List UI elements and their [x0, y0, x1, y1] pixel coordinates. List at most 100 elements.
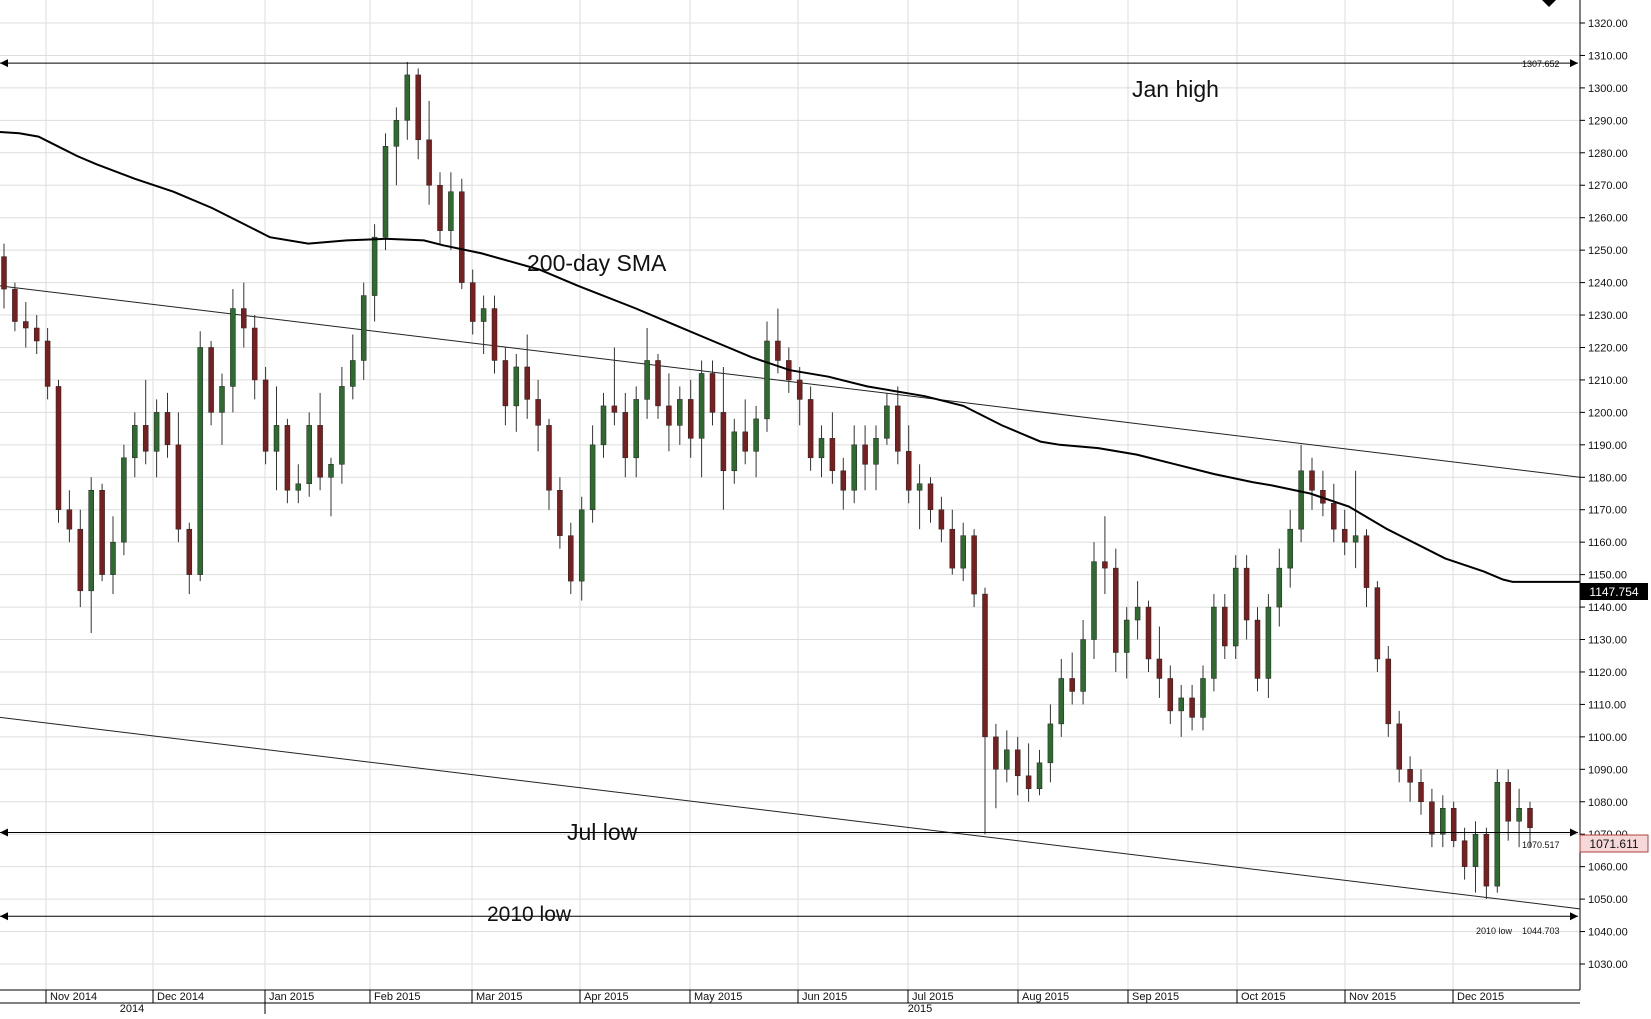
- lower-trendline: [0, 716, 1581, 910]
- candle-body: [764, 340, 770, 420]
- plot-background: [0, 0, 1580, 990]
- candle-body: [731, 431, 738, 472]
- candle-body: [807, 399, 814, 459]
- candle-body: [1418, 782, 1424, 803]
- candle-body: [1004, 749, 1010, 770]
- jan-high-label: Jan high: [1132, 76, 1219, 102]
- 2010-low-price-tag: 1044.703: [1522, 926, 1560, 936]
- candle-body: [513, 366, 520, 407]
- y-tick-label: 1250.00: [1588, 245, 1628, 257]
- candle-body: [818, 438, 825, 459]
- candle-body: [66, 509, 73, 530]
- candle-body: [873, 438, 879, 465]
- y-tick-label: 1190.00: [1588, 440, 1627, 452]
- candle-body: [775, 340, 781, 361]
- candle-body: [1222, 606, 1228, 647]
- y-tick-label: 1270.00: [1588, 180, 1628, 192]
- y-tick-label: 1060.00: [1588, 862, 1628, 874]
- candle-body: [611, 405, 618, 413]
- candle-body: [971, 535, 977, 595]
- y-tick-label: 1090.00: [1588, 764, 1628, 776]
- candle-body: [1178, 697, 1184, 712]
- candle-body: [251, 327, 258, 381]
- x-tick-label: Sep 2015: [1132, 991, 1179, 1003]
- y-axis: 1320.00 1310.00 1300.00 1290.00 1280.00 1270.…: [1579, 0, 1628, 990]
- jul-low-price-tag: 1070.517: [1522, 840, 1560, 850]
- candle-body: [578, 509, 585, 582]
- candle-body: [1287, 528, 1293, 569]
- candle-body: [1385, 658, 1392, 725]
- candle-body: [382, 146, 389, 238]
- candle-body: [1167, 678, 1174, 712]
- candle-body: [459, 191, 465, 283]
- candle-body: [938, 509, 945, 530]
- candle-body: [241, 308, 247, 329]
- candle-body: [720, 412, 727, 472]
- candle-body: [1363, 535, 1370, 588]
- candle-body: [1331, 502, 1337, 530]
- y-tick-label: 1260.00: [1588, 213, 1628, 225]
- x-tick-label: Jul 2015: [912, 991, 954, 1003]
- candle-body: [339, 386, 345, 465]
- candle-body: [851, 444, 857, 491]
- candle-body: [1189, 697, 1195, 718]
- y-tick-label: 1080.00: [1588, 797, 1628, 809]
- candle-body: [1091, 561, 1097, 640]
- candle-body: [1254, 619, 1261, 679]
- y-tick-label: 1280.00: [1588, 148, 1628, 160]
- candle-body: [1156, 658, 1163, 679]
- scroll-marker-icon[interactable]: [1542, 0, 1556, 7]
- x-tick-label: Mar 2015: [476, 991, 522, 1003]
- candle-body: [622, 412, 629, 459]
- y-tick-label: 1050.00: [1588, 894, 1628, 906]
- y-tick-label: 1210.00: [1588, 375, 1628, 387]
- candle-body: [840, 470, 847, 491]
- candle-body: [949, 528, 956, 569]
- candle-body: [426, 139, 432, 186]
- sma-label: 200-day SMA: [527, 250, 667, 276]
- candle-body: [1309, 470, 1315, 491]
- 2010-low-line-arrow-left: [0, 912, 8, 921]
- candle-body: [88, 490, 94, 592]
- y-tick-label: 1150.00: [1588, 570, 1627, 582]
- y-tick-label: 1240.00: [1588, 278, 1628, 290]
- candle-body: [927, 483, 934, 510]
- candle-body: [1265, 606, 1272, 679]
- candle-body: [916, 483, 923, 491]
- y-tick-label: 1220.00: [1588, 342, 1628, 354]
- x-tick-label: Apr 2015: [584, 991, 629, 1003]
- candle-body: [633, 399, 639, 459]
- candle-body: [709, 373, 716, 413]
- candle-body: [1440, 807, 1446, 835]
- candle-body: [1058, 678, 1065, 725]
- candle-body: [895, 405, 901, 452]
- candle-body: [644, 360, 650, 400]
- candle-body: [1243, 567, 1250, 621]
- x-tick-label: Dec 2015: [1457, 991, 1504, 1003]
- candle-body: [862, 444, 868, 465]
- candle-body: [415, 74, 421, 141]
- candle-body: [1145, 606, 1152, 660]
- candle-body: [1407, 769, 1413, 783]
- candle-body: [589, 444, 596, 510]
- candle-body: [437, 184, 443, 231]
- jul-low-label: Jul low: [567, 819, 638, 845]
- candle-body: [197, 347, 203, 575]
- candle-body: [284, 425, 291, 491]
- candle-body: [698, 373, 705, 439]
- candle-body: [1298, 470, 1304, 530]
- candle-body: [350, 360, 356, 387]
- y-tick-label: 1030.00: [1588, 959, 1628, 971]
- x-tick-label: Feb 2015: [374, 991, 420, 1003]
- y-tick-label: 1200.00: [1588, 407, 1628, 419]
- candle-body: [153, 412, 160, 452]
- x-tick-label: Oct 2015: [1241, 991, 1286, 1003]
- candle-body: [1047, 723, 1054, 764]
- candle-body: [982, 593, 988, 738]
- candle-body: [1080, 639, 1086, 692]
- candle-body: [1069, 678, 1075, 692]
- candle-body: [1, 256, 7, 290]
- y-tick-label: 1040.00: [1588, 927, 1628, 939]
- candle-body: [164, 412, 171, 446]
